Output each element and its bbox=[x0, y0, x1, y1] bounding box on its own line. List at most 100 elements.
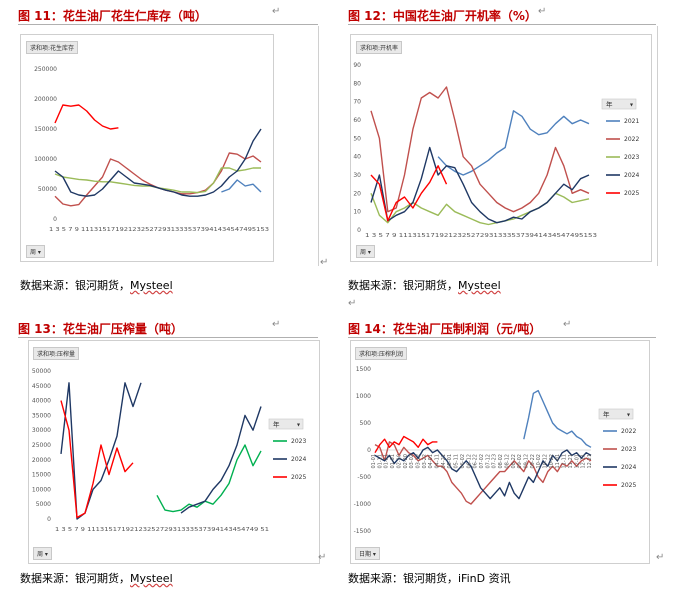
series-line-2025 bbox=[374, 435, 438, 454]
y-tick-label: -500 bbox=[357, 474, 371, 481]
x-tick-label: 09-12 bbox=[523, 454, 529, 469]
x-tick-label: 03-22 bbox=[422, 454, 428, 469]
y-tick-label: -1000 bbox=[354, 501, 372, 508]
y-tick-label: 30000 bbox=[32, 427, 51, 434]
y-tick-label: 50 bbox=[353, 135, 361, 142]
y-tick-label: 50000 bbox=[38, 186, 57, 193]
series-line-2021 bbox=[221, 179, 262, 193]
chart-panel-fig14: 求和项:压榨利润 1500 1000 500 0 -500 -1000 -1500 2022 2… bbox=[350, 340, 650, 564]
legend-label: 2023 bbox=[291, 438, 306, 445]
series-line-2025 bbox=[54, 104, 119, 130]
legend-label: 2023 bbox=[621, 446, 636, 453]
x-tick-label: 03-12 bbox=[415, 454, 421, 469]
chart-fig14: 1500 1000 500 0 -500 -1000 -1500 2022 2023 2024 20… bbox=[354, 366, 637, 535]
x-tick-label: 04-21 bbox=[441, 454, 447, 469]
y-tick-label: 500 bbox=[360, 420, 372, 427]
legend-title: 年 bbox=[273, 420, 280, 429]
y-tick-label: 80 bbox=[353, 80, 361, 87]
x-tick-label: 04-01 bbox=[428, 454, 434, 469]
y-tick-label: 45000 bbox=[32, 383, 51, 390]
x-tick-label: 01-11 bbox=[377, 454, 383, 469]
series-line-2024 bbox=[60, 382, 262, 520]
axis-chip[interactable]: 周 ▾ bbox=[33, 547, 52, 560]
x-tick-label: 06-02 bbox=[460, 454, 466, 469]
x-tick-label: 01-21 bbox=[384, 454, 390, 469]
x-tick-label: 10-22 bbox=[549, 454, 555, 469]
y-tick-label: 20 bbox=[353, 190, 361, 197]
figure-12-source: 数据来源：银河期货，Mysteel bbox=[348, 279, 501, 292]
y-tick-label: 40 bbox=[353, 154, 361, 161]
series-line-2022 bbox=[370, 86, 590, 213]
x-tick-label: 07-12 bbox=[485, 454, 491, 469]
y-tick-label: 0 bbox=[47, 516, 51, 523]
x-tick-label: 05-11 bbox=[454, 454, 460, 469]
y-tick-label: 0 bbox=[357, 227, 361, 234]
axis-chip[interactable]: 日期 ▾ bbox=[355, 547, 380, 560]
y-tick-label: 200000 bbox=[34, 96, 57, 103]
series-line-2021 bbox=[437, 110, 590, 176]
y-tick-label: 15000 bbox=[32, 472, 51, 479]
series-line-2025 bbox=[370, 165, 448, 222]
x-tick-label: 08-22 bbox=[511, 454, 517, 469]
figure-13-source: 数据来源：银河期货，Mysteel bbox=[20, 572, 173, 585]
series-line-2025 bbox=[60, 400, 134, 519]
y-tick-label: 5000 bbox=[36, 501, 51, 508]
dropdown-icon: ▾ bbox=[630, 102, 633, 109]
y-tick-label: 100000 bbox=[34, 156, 57, 163]
y-tick-label: 0 bbox=[53, 216, 57, 223]
y-tick-label: 1000 bbox=[356, 393, 371, 400]
chart-fig11: 2500002000001500001000005000002021202220… bbox=[34, 66, 269, 233]
y-tick-label: 25000 bbox=[32, 442, 51, 449]
series-line-2024 bbox=[370, 146, 590, 224]
dropdown-icon: ▾ bbox=[297, 422, 300, 429]
legend-title-box bbox=[601, 98, 637, 110]
caption-rule bbox=[18, 24, 318, 25]
legend-label: 2023 bbox=[624, 154, 639, 161]
series-line-2024 bbox=[54, 128, 262, 197]
legend-label: 2024 bbox=[621, 464, 636, 471]
y-tick-label: 0 bbox=[367, 447, 371, 454]
figure-13-caption: 图 13：花生油厂压榨量（吨） bbox=[18, 322, 183, 336]
field-chip[interactable]: 求和项:花生库存 bbox=[26, 41, 79, 54]
chart-fig13: 5000045000400003500030000250002000015000… bbox=[32, 368, 307, 533]
axis-chip[interactable]: 周 ▾ bbox=[356, 245, 375, 258]
x-tick-label: 09-22 bbox=[530, 454, 536, 469]
x-tick-label: 10-02 bbox=[536, 454, 542, 469]
return-mark: ↵ bbox=[348, 298, 357, 309]
series-line-2023 bbox=[374, 441, 592, 505]
field-chip[interactable]: 求和项:压榨利润 bbox=[355, 347, 408, 360]
y-tick-label: 10 bbox=[353, 209, 361, 216]
y-tick-label: 50000 bbox=[32, 368, 51, 375]
x-tick-labels: 1 3 5 7 9 111315171921232527293133353739… bbox=[365, 233, 598, 239]
x-tick-label: 12-11 bbox=[581, 454, 587, 469]
x-tick-label: 03-02 bbox=[409, 454, 415, 469]
field-chip[interactable]: 求和项:压榨量 bbox=[33, 347, 80, 360]
chart-panel-fig11: 求和项:花生库存 2500002000001500001000005000002… bbox=[20, 34, 274, 262]
legend-label: 2025 bbox=[291, 474, 306, 481]
chart-fig12: 90 80 70 60 50 40 30 20 10 0 2021 2022 2023 2024 2025 1… bbox=[353, 62, 639, 239]
x-tick-label: 02-10 bbox=[396, 454, 402, 469]
x-tick-label: 12-01 bbox=[574, 454, 580, 469]
x-tick-label: 08-12 bbox=[504, 454, 510, 469]
figure-14-source: 数据来源：银河期货，iFinD 资讯 bbox=[348, 572, 511, 585]
x-tick-label: 04-11 bbox=[435, 454, 441, 469]
y-tick-label: 20000 bbox=[32, 457, 51, 464]
x-tick-label: 11-21 bbox=[568, 454, 574, 469]
divider bbox=[657, 26, 658, 266]
series-line-2024 bbox=[374, 446, 592, 500]
return-mark: ↵ bbox=[320, 257, 329, 268]
figure-14-caption: 图 14：花生油厂压制利润（元/吨） bbox=[348, 322, 542, 336]
x-tick-label: 11-11 bbox=[562, 454, 568, 469]
series-line-2023 bbox=[156, 444, 262, 513]
legend-label: 2024 bbox=[624, 172, 639, 179]
chart-panel-fig12: 求和项:开机率 90 80 70 60 50 40 30 20 10 0 2021 2022 2023 2… bbox=[350, 34, 652, 262]
x-tick-label: 01-31 bbox=[390, 454, 396, 469]
x-tick-label: 10-12 bbox=[543, 454, 549, 469]
y-tick-label: 30 bbox=[353, 172, 361, 179]
legend-title-box bbox=[268, 418, 304, 430]
legend-label: 2021 bbox=[624, 118, 639, 125]
y-tick-label: 35000 bbox=[32, 412, 51, 419]
caption-rule bbox=[18, 337, 318, 338]
axis-chip[interactable]: 周 ▾ bbox=[26, 245, 45, 258]
field-chip[interactable]: 求和项:开机率 bbox=[356, 41, 403, 54]
